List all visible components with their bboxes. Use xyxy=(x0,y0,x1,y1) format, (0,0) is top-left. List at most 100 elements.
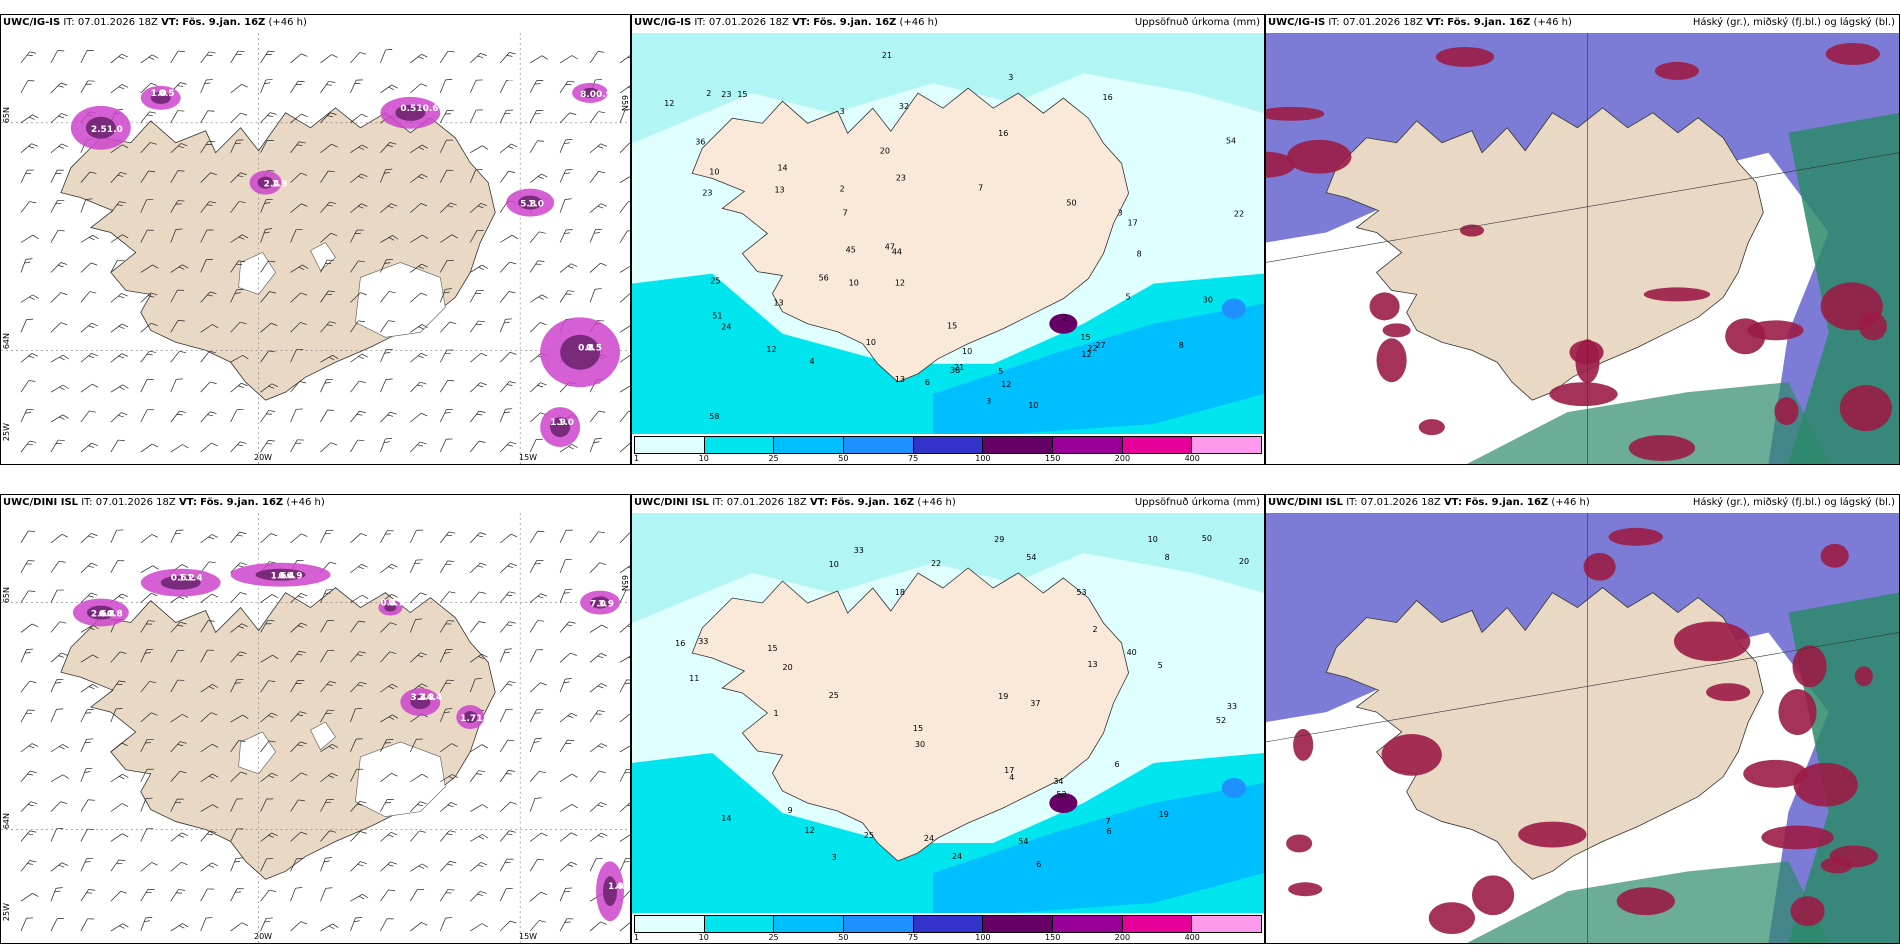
wind-barb xyxy=(20,648,34,663)
precip-value-label: 40 xyxy=(1127,648,1137,657)
wind-map: 2.5 0.5 1.9 0.5 1.0 0.5 8.0 1.0 1.0 1.0 2.4 10.6 5.8… xyxy=(1,33,630,464)
wind-barb xyxy=(619,802,630,812)
wind-barb xyxy=(320,857,332,872)
wind-barb xyxy=(260,740,276,753)
wind-barb xyxy=(140,82,158,94)
wind-barb xyxy=(140,592,158,603)
wind-barb xyxy=(380,651,397,663)
cloud-high xyxy=(1459,224,1485,237)
lon-label-15w: 15W xyxy=(519,453,538,462)
wind-barb xyxy=(469,320,486,333)
wind-barb xyxy=(499,381,516,393)
wind-barb xyxy=(290,439,305,453)
wind-barb xyxy=(589,858,603,872)
wind-barb xyxy=(140,379,154,393)
wind-barb xyxy=(320,201,337,213)
wind-barb xyxy=(170,410,186,423)
wind-barb xyxy=(200,804,219,812)
wind-barb xyxy=(410,53,428,64)
wind-barb xyxy=(200,712,218,723)
wind-barb xyxy=(559,169,573,183)
cloud-high xyxy=(1287,139,1352,174)
precip-value-label: 37 xyxy=(1030,699,1040,708)
wind-barb xyxy=(619,410,630,423)
wind-barb xyxy=(290,349,304,363)
wind-barb xyxy=(80,562,98,573)
precip-value-label: 34 xyxy=(1053,777,1063,786)
wind-barb xyxy=(619,769,630,782)
wind-barb xyxy=(559,621,576,633)
precip-value-label: 14 xyxy=(777,163,787,172)
cloud-high xyxy=(1616,887,1675,916)
wind-barb xyxy=(320,772,338,783)
cloud-high xyxy=(1854,666,1873,687)
wind-barb xyxy=(619,230,630,243)
colorbar-swatch xyxy=(1122,437,1193,453)
wind-barb xyxy=(589,770,606,782)
wind-barb xyxy=(230,441,247,453)
cloud-high xyxy=(1820,857,1853,874)
wind-barb xyxy=(589,171,606,183)
panel-title: UWC/IG-IS IT: 07.01.2026 18Z VT: Fös. 9.… xyxy=(3,17,307,28)
cloud-high xyxy=(1654,61,1700,80)
wind-barb xyxy=(20,380,36,393)
wind-barb xyxy=(499,351,517,363)
panel-dini-clouds: UWC/DINI ISL IT: 07.01.2026 18Z VT: Fös.… xyxy=(1265,494,1900,944)
precip-value-label: 13 xyxy=(773,299,783,308)
wind-barb xyxy=(290,264,309,273)
wind-barb xyxy=(80,383,99,393)
wind-barb xyxy=(499,318,513,333)
wind-barb xyxy=(110,84,129,94)
wind-barb xyxy=(589,710,605,723)
precip-value-label: 21 xyxy=(954,363,964,372)
cloud-high xyxy=(1820,543,1849,568)
wind-barb xyxy=(410,263,428,273)
precip-value-label: 1.9 xyxy=(608,882,624,892)
wind-barb xyxy=(439,679,454,693)
precip-value-label: 2.8 xyxy=(418,693,434,703)
wind-barb xyxy=(470,382,487,393)
wind-barb xyxy=(200,51,216,64)
lon-label-20w: 20W xyxy=(254,453,273,462)
wind-barb xyxy=(200,79,213,93)
wind-barb xyxy=(170,649,185,663)
wind-barb xyxy=(50,918,64,932)
wind-barb xyxy=(110,803,129,812)
wind-barb xyxy=(410,529,424,544)
wind-barb xyxy=(200,140,216,153)
wind-barb xyxy=(110,529,124,544)
wind-barb xyxy=(80,352,98,363)
wind-barb xyxy=(20,258,33,273)
wind-barb xyxy=(200,862,218,872)
precip-value-label: 6 xyxy=(1115,760,1120,769)
cloud-high xyxy=(1643,287,1711,302)
wind-barb xyxy=(110,412,128,423)
wind-barb xyxy=(470,862,488,872)
wind-barb xyxy=(439,349,454,363)
precip-value-label: 3 xyxy=(840,107,845,116)
precip-value-label: 15 xyxy=(1080,333,1090,342)
wind-barb xyxy=(529,140,545,153)
colorbar-tick: 75 xyxy=(908,454,919,463)
wind-barb xyxy=(260,858,274,872)
cloud-high xyxy=(1761,825,1834,850)
wind-barb xyxy=(410,592,427,603)
wind-barb xyxy=(470,834,489,842)
cloud-map xyxy=(1266,513,1899,943)
wind-barb xyxy=(559,80,575,94)
wind-barb xyxy=(410,324,428,333)
wind-barb xyxy=(230,623,248,633)
wind-barb xyxy=(440,830,456,842)
wind-barb xyxy=(50,560,66,573)
precip-value-label: 0.8 xyxy=(380,599,396,609)
wind-barb xyxy=(20,623,39,633)
lon-label-15w: 15W xyxy=(519,932,538,941)
wind-barb xyxy=(290,887,303,902)
wind-barb xyxy=(499,591,516,603)
wind-barb xyxy=(20,408,34,423)
wind-barb xyxy=(140,443,159,453)
wind-barb xyxy=(439,288,452,303)
iceland-land xyxy=(1325,107,1764,401)
precip-max xyxy=(1221,298,1246,319)
wind-barb xyxy=(50,533,69,544)
